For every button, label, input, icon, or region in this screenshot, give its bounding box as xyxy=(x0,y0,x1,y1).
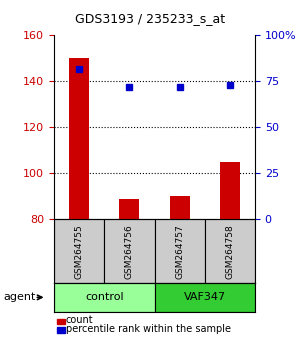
Text: percentile rank within the sample: percentile rank within the sample xyxy=(66,324,231,334)
Text: count: count xyxy=(66,315,94,325)
FancyBboxPatch shape xyxy=(154,219,205,283)
Text: GSM264755: GSM264755 xyxy=(75,224,84,279)
Text: GSM264757: GSM264757 xyxy=(175,224,184,279)
Bar xyxy=(119,199,140,219)
Text: GSM264758: GSM264758 xyxy=(225,224,234,279)
Text: GSM264756: GSM264756 xyxy=(125,224,134,279)
FancyBboxPatch shape xyxy=(104,219,154,283)
FancyBboxPatch shape xyxy=(54,283,154,312)
Bar xyxy=(169,196,190,219)
Bar xyxy=(220,162,240,219)
Bar xyxy=(69,58,89,219)
Text: agent: agent xyxy=(3,292,35,302)
FancyBboxPatch shape xyxy=(54,219,104,283)
Text: VAF347: VAF347 xyxy=(184,292,226,302)
FancyBboxPatch shape xyxy=(154,283,255,312)
Text: control: control xyxy=(85,292,124,302)
Text: GDS3193 / 235233_s_at: GDS3193 / 235233_s_at xyxy=(75,12,225,25)
FancyBboxPatch shape xyxy=(205,219,255,283)
